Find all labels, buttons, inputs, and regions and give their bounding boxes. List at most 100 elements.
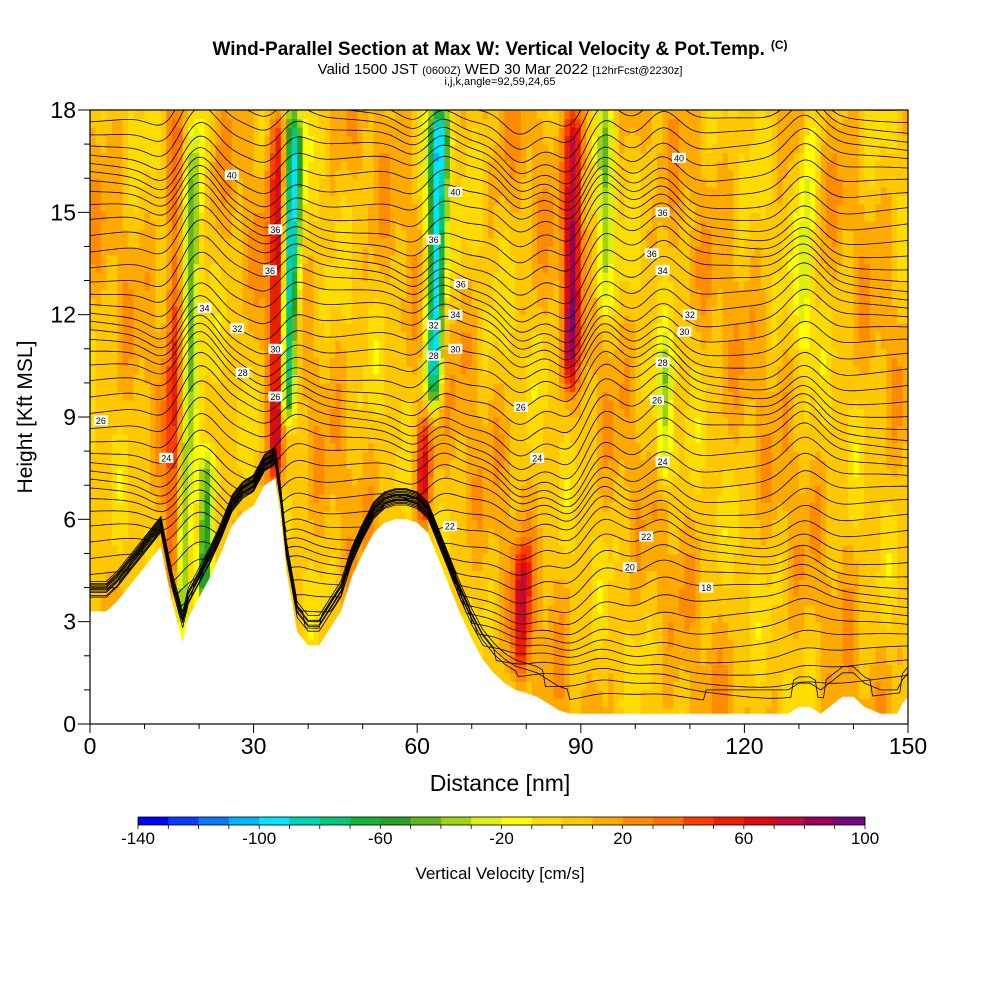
- velocity-cell: [406, 144, 413, 154]
- velocity-cell: [417, 263, 424, 273]
- velocity-cell: [286, 510, 293, 520]
- velocity-cell: [400, 399, 407, 410]
- velocity-cell: [395, 502, 402, 512]
- velocity-cell: [199, 212, 206, 222]
- velocity-cell: [444, 220, 451, 230]
- velocity-cell: [460, 203, 467, 213]
- velocity-cell: [275, 195, 282, 205]
- velocity-cell: [297, 263, 304, 273]
- velocity-cell: [133, 203, 140, 213]
- velocity-cell: [215, 169, 222, 179]
- velocity-cell: [128, 280, 135, 290]
- velocity-cell: [286, 246, 293, 256]
- velocity-cell: [193, 561, 200, 572]
- velocity-cell: [291, 229, 298, 239]
- velocity-cell: [379, 434, 386, 444]
- velocity-cell: [417, 357, 424, 367]
- velocity-cell: [264, 178, 271, 188]
- velocity-cell: [291, 434, 298, 444]
- velocity-cell: [286, 399, 293, 410]
- velocity-cell: [188, 374, 195, 384]
- velocity-cell: [171, 374, 178, 384]
- velocity-cell: [204, 152, 211, 162]
- velocity-cell: [346, 442, 353, 452]
- velocity-cell: [400, 178, 407, 188]
- velocity-cell: [149, 118, 157, 128]
- velocity-cell: [215, 110, 222, 120]
- velocity-cell: [280, 382, 287, 393]
- velocity-cell: [329, 220, 336, 230]
- velocity-cell: [128, 186, 135, 196]
- velocity-cell: [455, 451, 462, 461]
- velocity-cell: [302, 570, 309, 580]
- velocity-cell: [324, 425, 331, 435]
- velocity-cell: [209, 212, 217, 222]
- velocity-cell: [111, 229, 118, 239]
- velocity-cell: [166, 442, 173, 452]
- velocity-cell: [428, 263, 435, 273]
- velocity-cell: [133, 195, 140, 205]
- velocity-cell: [100, 306, 107, 316]
- velocity-cell: [199, 289, 206, 299]
- velocity-cell: [291, 536, 298, 546]
- velocity-cell: [259, 425, 266, 435]
- velocity-cell: [428, 272, 435, 282]
- velocity-cell: [171, 527, 178, 537]
- velocity-cell: [133, 110, 140, 120]
- velocity-cell: [433, 425, 440, 435]
- velocity-cell: [411, 178, 418, 188]
- velocity-cell: [291, 468, 298, 478]
- velocity-cell: [237, 263, 244, 273]
- velocity-cell: [188, 451, 195, 461]
- velocity-cell: [449, 459, 456, 469]
- velocity-cell: [417, 272, 424, 282]
- velocity-cell: [193, 152, 200, 162]
- velocity-cell: [297, 502, 304, 512]
- velocity-cell: [171, 476, 178, 486]
- velocity-cell: [193, 306, 200, 316]
- velocity-cell: [433, 306, 440, 316]
- velocity-cell: [155, 485, 162, 495]
- velocity-cell: [204, 374, 211, 384]
- velocity-cell: [117, 161, 124, 171]
- velocity-cell: [422, 272, 429, 282]
- velocity-cell: [199, 118, 206, 128]
- velocity-cell: [417, 195, 424, 205]
- velocity-cell: [275, 314, 282, 324]
- velocity-cell: [297, 237, 304, 248]
- velocity-cell: [340, 451, 347, 461]
- velocity-cell: [166, 314, 173, 324]
- velocity-cell: [215, 280, 222, 290]
- velocity-cell: [259, 289, 266, 299]
- velocity-cell: [133, 237, 140, 248]
- velocity-cell: [111, 323, 118, 333]
- velocity-cell: [439, 459, 446, 469]
- velocity-cell: [433, 374, 440, 384]
- velocity-cell: [199, 451, 206, 461]
- velocity-cell: [324, 289, 331, 299]
- velocity-cell: [139, 408, 146, 418]
- velocity-cell: [422, 127, 429, 137]
- velocity-cell: [308, 289, 315, 299]
- velocity-cell: [460, 536, 467, 546]
- velocity-cell: [324, 203, 331, 213]
- velocity-cell: [308, 348, 315, 358]
- velocity-cell: [231, 468, 238, 478]
- velocity-cell: [199, 399, 206, 410]
- velocity-cell: [411, 382, 418, 393]
- velocity-cell: [269, 118, 277, 128]
- velocity-cell: [286, 118, 293, 128]
- velocity-cell: [340, 272, 347, 282]
- velocity-cell: [286, 502, 293, 512]
- subtitle-forecast: [12hrFcst@2230z]: [592, 65, 683, 77]
- velocity-cell: [177, 280, 184, 290]
- velocity-cell: [199, 587, 206, 597]
- velocity-cell: [204, 118, 211, 128]
- velocity-cell: [133, 382, 140, 393]
- velocity-cell: [346, 374, 353, 384]
- velocity-cell: [149, 289, 157, 299]
- velocity-cell: [444, 280, 451, 290]
- velocity-cell: [346, 527, 353, 537]
- velocity-cell: [100, 451, 107, 461]
- velocity-cell: [220, 195, 227, 205]
